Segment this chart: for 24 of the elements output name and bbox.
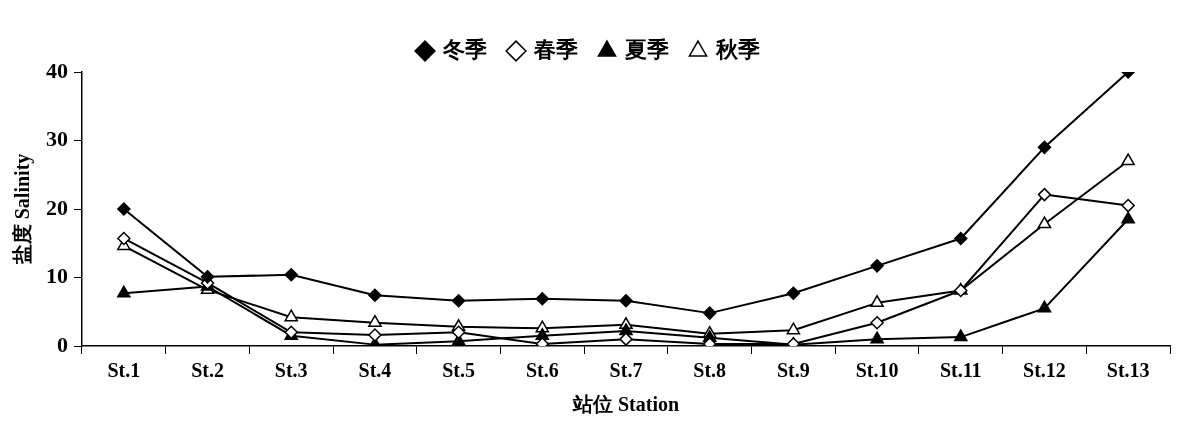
y-axis-title: 盐度 Salinity: [11, 153, 35, 266]
x-tick-label: St.5: [442, 359, 476, 382]
x-axis-title: 站位 Station: [571, 393, 680, 416]
x-tick-label: St.10: [855, 359, 899, 382]
y-tick-label: 0: [57, 331, 68, 357]
legend-label: 冬季: [442, 36, 487, 62]
x-tick-label: St.13: [1106, 359, 1150, 382]
x-tick-label: St.12: [1023, 359, 1066, 382]
x-tick-label: St.8: [693, 359, 727, 382]
y-tick-label: 30: [46, 126, 68, 152]
x-tick-label: St.2: [191, 359, 224, 382]
legend-label: 秋季: [715, 36, 760, 62]
x-tick-label: St.1: [107, 359, 141, 382]
x-tick-label: St.11: [939, 359, 982, 382]
x-tick-label: St.4: [358, 359, 392, 382]
y-tick-label: 40: [46, 57, 68, 83]
x-tick-label: St.3: [274, 359, 308, 382]
x-tick-label: St.7: [609, 359, 643, 382]
x-tick-label: St.6: [525, 359, 559, 382]
legend-label: 春季: [533, 36, 578, 62]
legend-label: 夏季: [624, 36, 669, 62]
x-tick-label: St.9: [776, 359, 810, 382]
y-tick-label: 10: [46, 263, 68, 289]
y-tick-label: 20: [46, 194, 68, 220]
